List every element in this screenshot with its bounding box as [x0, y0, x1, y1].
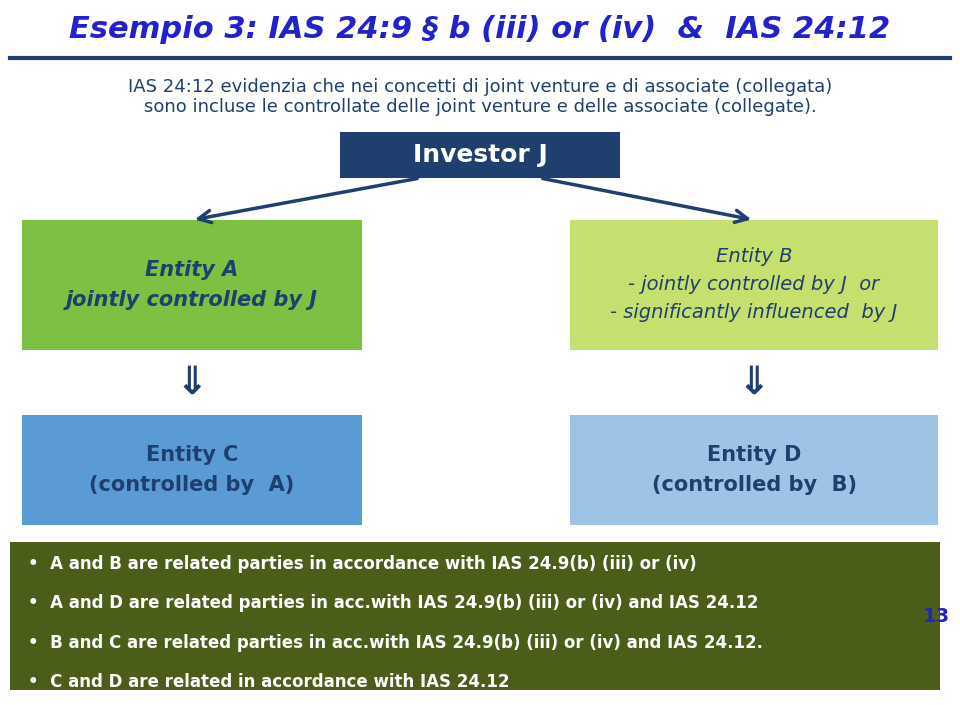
Text: •  C and D are related in accordance with IAS 24.12: • C and D are related in accordance with…: [28, 673, 510, 691]
Text: •  B and C are related parties in acc.with IAS 24.9(b) (iii) or (iv) and IAS 24.: • B and C are related parties in acc.wit…: [28, 634, 763, 651]
Text: ⇓: ⇓: [176, 364, 208, 402]
Text: sono incluse le controllate delle joint venture e delle associate (collegate).: sono incluse le controllate delle joint …: [144, 98, 816, 116]
Text: •  A and D are related parties in acc.with IAS 24.9(b) (iii) or (iv) and IAS 24.: • A and D are related parties in acc.wit…: [28, 594, 758, 613]
Text: Esempio 3: IAS 24:9 § b (iii) or (iv)  &  IAS 24:12: Esempio 3: IAS 24:9 § b (iii) or (iv) & …: [69, 16, 891, 44]
Text: •  A and B are related parties in accordance with IAS 24.9(b) (iii) or (iv): • A and B are related parties in accorda…: [28, 555, 697, 573]
Text: Entity D
(controlled by  B): Entity D (controlled by B): [652, 445, 856, 495]
Text: Entity A
jointly controlled by J: Entity A jointly controlled by J: [66, 260, 318, 309]
FancyBboxPatch shape: [22, 220, 362, 350]
Text: 13: 13: [923, 606, 950, 625]
FancyBboxPatch shape: [570, 220, 938, 350]
FancyBboxPatch shape: [570, 415, 938, 525]
Text: ⇓: ⇓: [737, 364, 770, 402]
Text: Entity B
- jointly controlled by J  or
- significantly influenced  by J: Entity B - jointly controlled by J or - …: [611, 247, 898, 322]
FancyBboxPatch shape: [10, 542, 940, 690]
Text: IAS 24:12 evidenzia che nei concetti di joint venture e di associate (collegata): IAS 24:12 evidenzia che nei concetti di …: [128, 78, 832, 96]
FancyBboxPatch shape: [340, 132, 620, 178]
FancyBboxPatch shape: [22, 415, 362, 525]
Text: Entity C
(controlled by  A): Entity C (controlled by A): [89, 445, 295, 495]
Text: Investor J: Investor J: [413, 143, 547, 167]
